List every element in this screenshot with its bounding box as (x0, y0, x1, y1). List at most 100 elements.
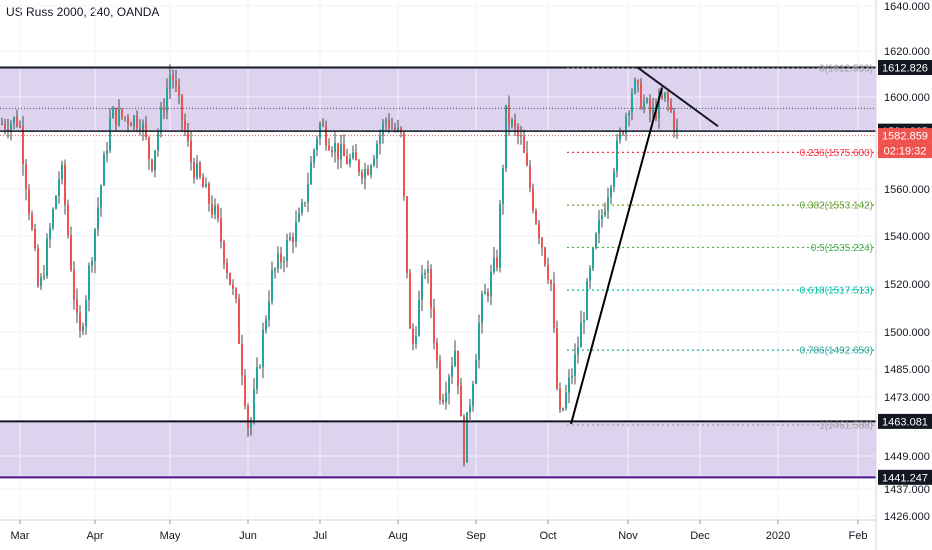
candle-body (631, 92, 633, 113)
candle-body (160, 108, 162, 133)
candle-body (652, 106, 654, 114)
price-tag-2: 1582.859 (882, 131, 928, 143)
candle-body (547, 264, 549, 281)
x-tick-label-9: Dec (690, 530, 710, 542)
y-tick-label-11: 1437.000 (884, 484, 930, 496)
candle-body (442, 399, 444, 402)
x-tick-label-5: Aug (388, 530, 408, 542)
y-tick-label-8: 1485.000 (884, 364, 930, 376)
x-tick-label-10: 2020 (766, 530, 790, 542)
candle-body (583, 319, 585, 323)
candle-body (235, 288, 237, 299)
candle-body (553, 283, 555, 329)
candle-body (322, 123, 324, 127)
candle-body (130, 123, 132, 127)
candle-body (178, 85, 180, 95)
candle-body (277, 253, 279, 269)
candle-body (331, 149, 333, 153)
candle-body (346, 156, 348, 164)
candle-body (202, 176, 204, 188)
candle-body (307, 184, 309, 203)
candle-body (79, 312, 81, 331)
candle-body (193, 162, 195, 179)
candle-body (298, 212, 300, 222)
candle-body (334, 143, 336, 153)
candle-body (376, 143, 378, 159)
x-tick-label-2: May (160, 530, 181, 542)
zone-0 (0, 67, 876, 132)
candle-body (643, 101, 645, 109)
candle-body (169, 75, 171, 89)
candle-body (151, 159, 153, 171)
candle-body (463, 416, 465, 463)
candle-body (475, 359, 477, 384)
candle-body (448, 376, 450, 394)
candle-body (634, 80, 636, 93)
candle-body (418, 299, 420, 336)
candle-body (391, 127, 393, 129)
candle-body (127, 117, 129, 124)
trend-line-up (570, 87, 663, 425)
candle-body (118, 108, 120, 126)
fib-label-5: 0.786(1492.650) (800, 346, 873, 357)
candle-body (610, 187, 612, 198)
candle-body (286, 240, 288, 262)
price-tag-bg-5 (878, 469, 932, 485)
candle-body (676, 127, 678, 131)
candle-body (295, 221, 297, 243)
price-tag-4: 1463.081 (882, 416, 928, 428)
candle-body (526, 152, 528, 166)
candle-body (46, 238, 48, 277)
candle-body (115, 107, 117, 126)
candle-body (520, 135, 522, 137)
candle-body (52, 208, 54, 228)
candle-body (22, 126, 24, 165)
price-tag-bg-4 (878, 413, 932, 429)
candle-body (25, 164, 27, 190)
candle-body (106, 150, 108, 155)
y-tick-label-6: 1520.000 (884, 279, 930, 291)
candle-body (406, 196, 408, 273)
candle-body (256, 367, 258, 390)
candle-body (361, 172, 363, 179)
candle-body (556, 328, 558, 389)
fib-label-4: 0.618(1517.513) (800, 285, 873, 296)
candle-body (565, 392, 567, 409)
candle-body (283, 261, 285, 263)
y-tick-label-1: 1620.000 (884, 46, 930, 58)
candle-body (427, 268, 429, 273)
candle-body (640, 82, 642, 109)
candle-body (142, 123, 144, 131)
candle-body (253, 389, 255, 420)
candle-body (529, 165, 531, 188)
candle-body (397, 127, 399, 131)
candle-body (34, 229, 36, 249)
y-tick-label-2: 1600.000 (884, 92, 930, 104)
candle-body (241, 343, 243, 376)
candle-body (262, 329, 264, 367)
candle-body (94, 229, 96, 262)
candle-body (430, 268, 432, 309)
candle-body (574, 354, 576, 377)
candle-body (349, 158, 351, 164)
candle-body (229, 272, 231, 285)
fib-label-1: 0.236(1575.600) (800, 148, 873, 159)
candle-body (88, 265, 90, 300)
candle-body (70, 235, 72, 271)
candle-body (259, 366, 261, 368)
candle-body (163, 108, 165, 112)
candle-body (496, 257, 498, 268)
candle-body (649, 99, 651, 114)
candle-body (136, 115, 138, 128)
candle-body (187, 131, 189, 141)
candle-body (103, 154, 105, 186)
candle-body (505, 104, 507, 169)
candle-body (190, 140, 192, 163)
candle-body (175, 80, 177, 86)
candle-body (220, 218, 222, 242)
candle-body (49, 227, 51, 239)
price-tag-bg-2 (878, 128, 932, 144)
candle-body (535, 210, 537, 224)
